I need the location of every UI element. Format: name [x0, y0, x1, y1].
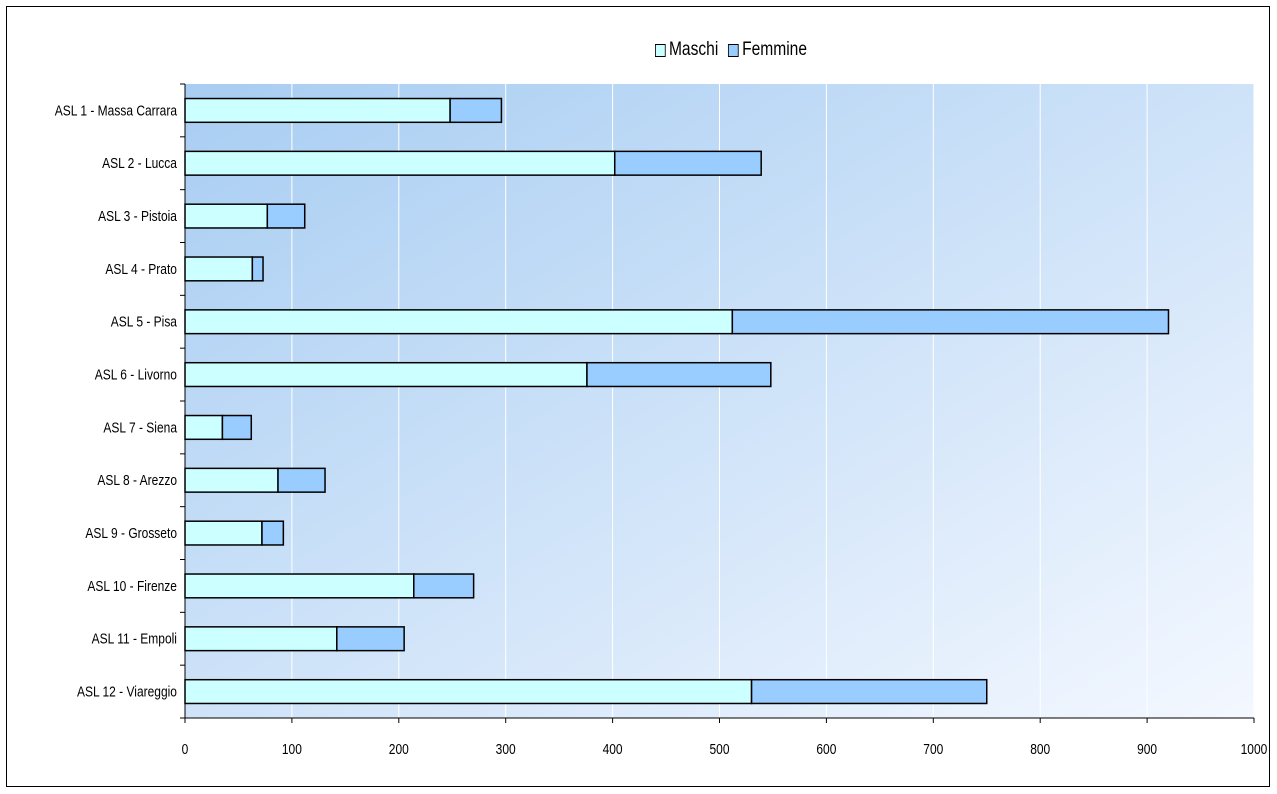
- legend: Maschi Femmine: [655, 35, 807, 65]
- bar-femmine: [261, 520, 285, 546]
- bar-femmine: [586, 361, 772, 388]
- x-tick-label: 300: [496, 741, 516, 758]
- bar-maschi: [184, 256, 254, 282]
- category-label: ASL 2 - Lucca: [102, 155, 177, 172]
- x-tick-label: 500: [709, 741, 729, 758]
- category-label: ASL 10 - Firenze: [87, 578, 177, 595]
- category-label: ASL 1 - Massa Carrara: [55, 102, 178, 119]
- bar-femmine: [413, 573, 475, 599]
- bar-femmine: [251, 256, 264, 282]
- x-tick-label: 0: [182, 741, 189, 758]
- bar-maschi: [184, 203, 269, 229]
- category-label: ASL 8 - Arezzo: [97, 472, 177, 489]
- x-tick-label: 1000: [1241, 741, 1268, 758]
- category-label: ASL 9 - Grosseto: [85, 525, 177, 542]
- category-label: ASL 7 - Siena: [103, 419, 177, 436]
- bar-maschi: [184, 520, 263, 546]
- category-label: ASL 12 - Viareggio: [77, 683, 177, 700]
- category-label: ASL 4 - Prato: [105, 261, 177, 278]
- bar-femmine: [221, 414, 253, 441]
- category-label: ASL 11 - Empoli: [92, 630, 177, 647]
- x-tick-label: 600: [816, 741, 836, 758]
- category-label: ASL 6 - Livorno: [95, 366, 177, 383]
- bar-femmine: [336, 626, 405, 652]
- legend-label-femmine: Femmine: [742, 39, 808, 60]
- legend-item-maschi: Maschi: [655, 39, 718, 61]
- legend-item-femmine: Femmine: [728, 39, 807, 61]
- bar-femmine: [750, 678, 988, 705]
- x-tick-label: 700: [923, 741, 943, 758]
- x-tick-label: 900: [1137, 741, 1157, 758]
- legend-swatch-femmine: [728, 43, 739, 57]
- category-label: ASL 5 - Pisa: [111, 313, 178, 330]
- legend-label-maschi: Maschi: [668, 39, 719, 60]
- x-tick-label: 100: [282, 741, 302, 758]
- bar-maschi: [184, 361, 588, 388]
- bar-maschi: [184, 678, 753, 705]
- category-label: ASL 3 - Pistoia: [98, 208, 177, 225]
- x-tick-label: 200: [389, 741, 409, 758]
- bar-femmine: [266, 203, 306, 229]
- legend-swatch-maschi: [655, 43, 666, 57]
- bar-femmine: [277, 467, 326, 493]
- bar-maschi: [184, 626, 338, 652]
- bar-femmine: [449, 97, 503, 124]
- bar-maschi: [184, 150, 616, 176]
- bar-maschi: [184, 467, 279, 493]
- bar-maschi: [184, 97, 451, 124]
- bar-maschi: [184, 573, 415, 599]
- x-tick-label: 800: [1030, 741, 1050, 758]
- bar-maschi: [184, 414, 224, 441]
- bar-femmine: [731, 309, 1170, 335]
- bar-femmine: [613, 150, 762, 176]
- x-tick-label: 400: [603, 741, 623, 758]
- bar-maschi: [184, 309, 734, 335]
